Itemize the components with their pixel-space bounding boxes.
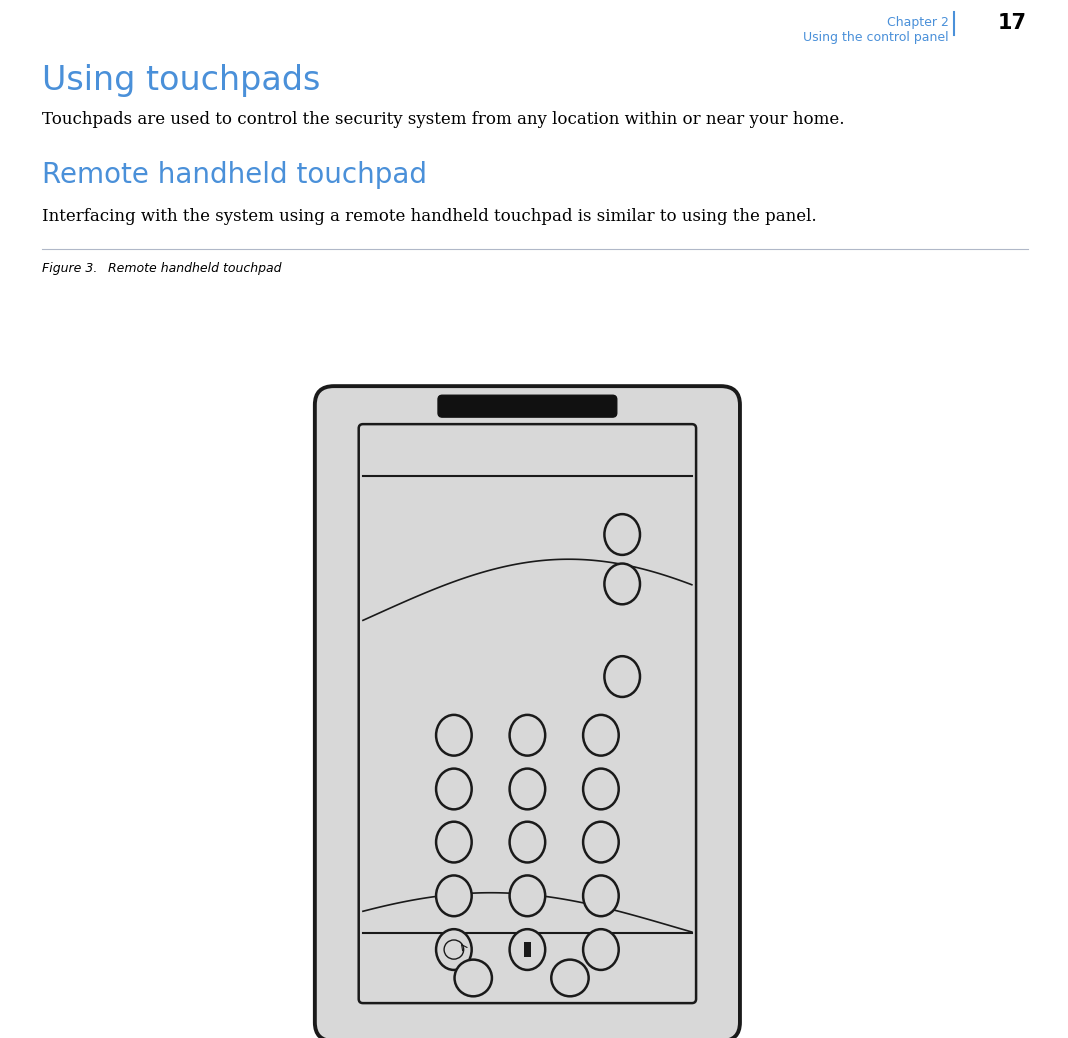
- FancyBboxPatch shape: [315, 386, 740, 1038]
- Ellipse shape: [509, 929, 545, 969]
- FancyBboxPatch shape: [524, 941, 531, 957]
- Ellipse shape: [436, 929, 472, 969]
- Text: Using the control panel: Using the control panel: [803, 31, 948, 45]
- Text: 17: 17: [998, 12, 1027, 33]
- Text: Remote handheld touchpad: Remote handheld touchpad: [108, 262, 282, 275]
- Ellipse shape: [583, 768, 618, 810]
- Ellipse shape: [604, 564, 640, 604]
- Text: Touchpads are used to control the security system from any location within or ne: Touchpads are used to control the securi…: [43, 111, 845, 128]
- Text: Remote handheld touchpad: Remote handheld touchpad: [43, 161, 427, 189]
- Ellipse shape: [509, 875, 545, 917]
- Ellipse shape: [583, 822, 618, 863]
- Text: Figure 3.: Figure 3.: [43, 262, 98, 275]
- Ellipse shape: [436, 715, 472, 756]
- Text: Chapter 2: Chapter 2: [886, 16, 948, 29]
- Ellipse shape: [583, 715, 618, 756]
- Ellipse shape: [604, 514, 640, 555]
- Ellipse shape: [583, 875, 618, 917]
- Ellipse shape: [509, 822, 545, 863]
- Text: Using touchpads: Using touchpads: [43, 64, 320, 98]
- Ellipse shape: [436, 822, 472, 863]
- Ellipse shape: [551, 959, 588, 996]
- Ellipse shape: [604, 656, 640, 696]
- FancyBboxPatch shape: [438, 395, 616, 417]
- Ellipse shape: [436, 768, 472, 810]
- Ellipse shape: [436, 875, 472, 917]
- Text: Interfacing with the system using a remote handheld touchpad is similar to using: Interfacing with the system using a remo…: [43, 208, 817, 224]
- Ellipse shape: [455, 959, 492, 996]
- FancyBboxPatch shape: [359, 425, 696, 1003]
- Ellipse shape: [583, 929, 618, 969]
- Ellipse shape: [509, 715, 545, 756]
- Ellipse shape: [509, 768, 545, 810]
